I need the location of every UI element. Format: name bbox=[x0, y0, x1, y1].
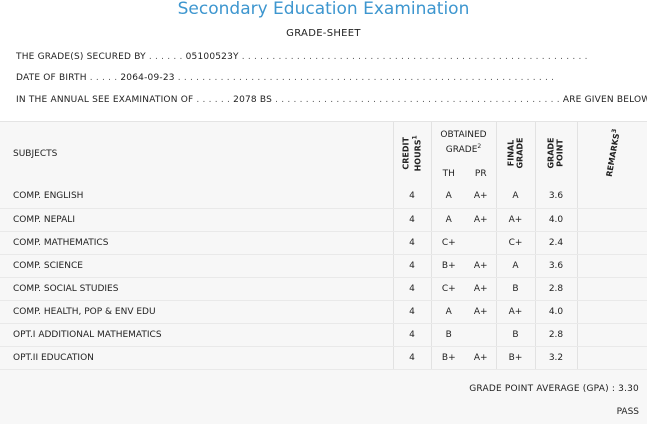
subject-cell: COMP. SCIENCE bbox=[0, 254, 393, 278]
table-row: OPT.I ADDITIONAL MATHEMATICS 4 B B 2.8 bbox=[0, 323, 647, 347]
subject-cell: COMP. NEPALI bbox=[0, 208, 393, 232]
grade-point-cell: 2.8 bbox=[534, 323, 577, 347]
final-grade-cell: A+ bbox=[495, 208, 535, 232]
credit-cell: 4 bbox=[392, 208, 431, 232]
grade-point-cell: 4.0 bbox=[534, 208, 577, 232]
info-exam-line: IN THE ANNUAL SEE EXAMINATION OF . . . .… bbox=[16, 95, 647, 105]
header-final-grade: FINAL GRADE bbox=[495, 122, 535, 185]
remarks-cell bbox=[576, 254, 647, 278]
table-row: COMP. SCIENCE 4 B+ A+ A 3.6 bbox=[0, 254, 647, 278]
subject-cell: COMP. HEALTH, POP & ENV EDU bbox=[0, 300, 393, 324]
grade-point-cell: 3.6 bbox=[534, 254, 577, 278]
pr-grade-cell: A+ bbox=[466, 185, 496, 209]
table-row: OPT.II EDUCATION 4 B+ A+ B+ 3.2 bbox=[0, 346, 647, 370]
th-grade-cell: A bbox=[430, 300, 466, 324]
grade-table: SUBJECTS CREDIT HOURS1 OBTAINED GRADE2 FIN… bbox=[0, 122, 647, 370]
info-exam-suffix: ARE GIVEN BELOW . . . bbox=[562, 95, 647, 105]
subject-cell: OPT.II EDUCATION bbox=[0, 346, 393, 370]
pr-grade-cell: A+ bbox=[466, 277, 496, 301]
header-obtained-grade: OBTAINED GRADE2 bbox=[430, 122, 496, 162]
credit-cell: 4 bbox=[392, 231, 431, 255]
table-row: COMP. ENGLISH 4 A A+ A 3.6 bbox=[0, 185, 647, 209]
final-grade-cell: B bbox=[495, 277, 535, 301]
th-grade-cell: A bbox=[430, 208, 466, 232]
header-th: TH bbox=[430, 162, 466, 185]
header-grade-point: GRADE POINT bbox=[534, 122, 577, 185]
grade-point-cell: 2.8 bbox=[534, 277, 577, 301]
subject-cell: COMP. MATHEMATICS bbox=[0, 231, 393, 255]
table-row: COMP. MATHEMATICS 4 C+ C+ 2.4 bbox=[0, 231, 647, 255]
header-subjects: SUBJECTS bbox=[13, 148, 58, 159]
remarks-cell bbox=[576, 323, 647, 347]
subject-cell: COMP. SOCIAL STUDIES bbox=[0, 277, 393, 301]
grade-table-panel: SUBJECTS CREDIT HOURS1 OBTAINED GRADE2 FIN… bbox=[0, 121, 647, 424]
pr-grade-cell bbox=[466, 231, 496, 255]
th-grade-cell: C+ bbox=[430, 231, 466, 255]
info-dob-value: 2064-09-23 bbox=[120, 73, 175, 83]
pr-grade-cell: A+ bbox=[466, 346, 496, 370]
pr-grade-cell: A+ bbox=[466, 300, 496, 324]
remarks-cell bbox=[576, 346, 647, 370]
th-grade-cell: B+ bbox=[430, 254, 466, 278]
header-pr: PR bbox=[474, 168, 487, 179]
subject-cell: OPT.I ADDITIONAL MATHEMATICS bbox=[0, 323, 393, 347]
header-credit-hours: CREDIT HOURS1 bbox=[392, 122, 431, 185]
final-grade-cell: A bbox=[495, 254, 535, 278]
th-grade-cell: B bbox=[430, 323, 466, 347]
final-grade-cell: B+ bbox=[495, 346, 535, 370]
pr-grade-cell bbox=[466, 323, 496, 347]
remarks-cell bbox=[576, 300, 647, 324]
th-grade-cell: C+ bbox=[430, 277, 466, 301]
credit-cell: 4 bbox=[392, 300, 431, 324]
info-dob-label: DATE OF BIRTH bbox=[16, 73, 87, 83]
header-remarks: REMARKS3 bbox=[576, 122, 647, 185]
gpa-summary: GRADE POINT AVERAGE (GPA) : 3.30 bbox=[469, 384, 639, 394]
final-grade-cell: B bbox=[495, 323, 535, 347]
grade-point-cell: 3.2 bbox=[534, 346, 577, 370]
remarks-cell bbox=[576, 231, 647, 255]
info-exam-value: 2078 BS bbox=[233, 95, 273, 105]
info-secured-label: THE GRADE(S) SECURED BY bbox=[16, 52, 146, 62]
pr-grade-cell: A+ bbox=[466, 254, 496, 278]
page-title: Secondary Education Examination bbox=[177, 0, 470, 19]
table-row: COMP. SOCIAL STUDIES 4 C+ A+ B 2.8 bbox=[0, 277, 647, 301]
remarks-cell bbox=[576, 185, 647, 209]
credit-cell: 4 bbox=[392, 185, 431, 209]
subject-cell: COMP. ENGLISH bbox=[0, 185, 393, 209]
credit-cell: 4 bbox=[392, 323, 431, 347]
remarks-cell bbox=[576, 208, 647, 232]
info-exam-label: IN THE ANNUAL SEE EXAMINATION OF bbox=[16, 95, 194, 105]
grade-point-cell: 2.4 bbox=[534, 231, 577, 255]
info-dob-line: DATE OF BIRTH . . . . . 2064-09-23 . . .… bbox=[16, 73, 555, 83]
page-subtitle: GRADE-SHEET bbox=[286, 28, 361, 39]
grade-point-cell: 4.0 bbox=[534, 300, 577, 324]
pr-grade-cell: A+ bbox=[466, 208, 496, 232]
credit-cell: 4 bbox=[392, 277, 431, 301]
credit-cell: 4 bbox=[392, 254, 431, 278]
table-row: COMP. HEALTH, POP & ENV EDU 4 A A+ A+ 4.0 bbox=[0, 300, 647, 324]
grade-point-cell: 3.6 bbox=[534, 185, 577, 209]
final-grade-cell: C+ bbox=[495, 231, 535, 255]
table-row: COMP. NEPALI 4 A A+ A+ 4.0 bbox=[0, 208, 647, 232]
final-grade-cell: A bbox=[495, 185, 535, 209]
credit-cell: 4 bbox=[392, 346, 431, 370]
th-grade-cell: A bbox=[430, 185, 466, 209]
info-secured-value: 05100523Y bbox=[185, 52, 239, 62]
remarks-cell bbox=[576, 277, 647, 301]
final-grade-cell: A+ bbox=[495, 300, 535, 324]
result-status: PASS bbox=[616, 407, 639, 417]
info-secured-line: THE GRADE(S) SECURED BY . . . . . . 0510… bbox=[16, 52, 588, 62]
th-grade-cell: B+ bbox=[430, 346, 466, 370]
